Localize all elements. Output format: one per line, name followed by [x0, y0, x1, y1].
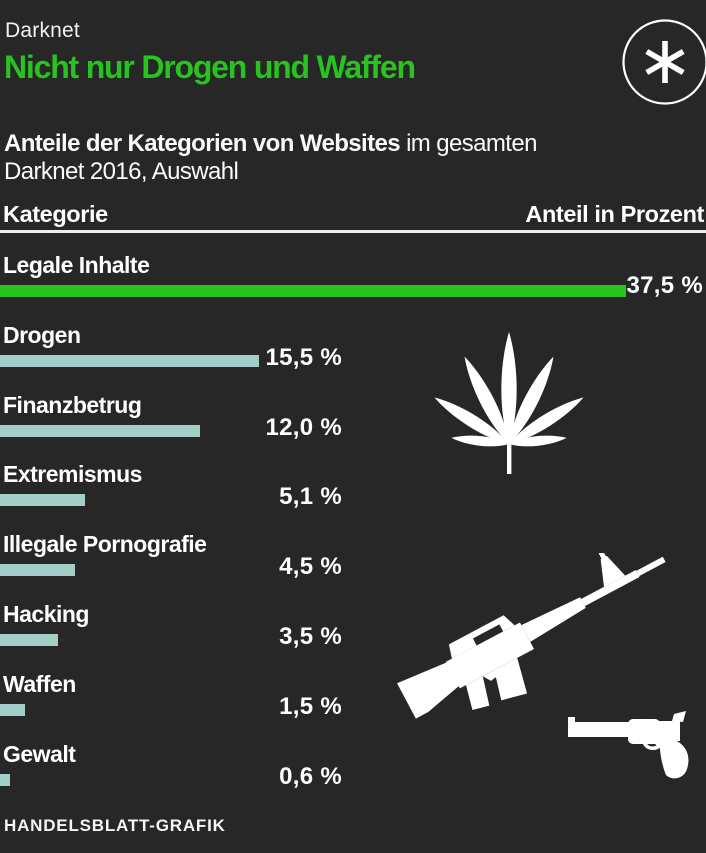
page-title: Nicht nur Drogen und Waffen: [4, 49, 416, 85]
category-label: Hacking: [3, 600, 89, 627]
bar: [0, 494, 86, 507]
value-label: 0,6 %: [279, 762, 342, 790]
category-label: Finanzbetrug: [3, 391, 142, 418]
bar: [0, 773, 10, 786]
bar: [0, 633, 59, 646]
subtitle-rest: im gesamten: [400, 130, 537, 157]
subtitle-line2: Darknet 2016, Auswahl: [4, 158, 239, 185]
bar: [0, 424, 201, 437]
bar: [0, 354, 259, 367]
value-label: 37,5 %: [626, 272, 703, 299]
category-label: Legale Inhalte: [3, 252, 150, 278]
chart-row: Waffen 1,5 %: [0, 667, 706, 737]
category-label: Drogen: [3, 321, 81, 348]
chart-row: Legale Inhalte 37,5 %: [0, 248, 706, 318]
bar: [0, 564, 76, 577]
value-label: 3,5 %: [279, 622, 342, 650]
column-header-category: Kategorie: [3, 201, 108, 227]
category-label: Waffen: [3, 670, 76, 697]
category-label: Illegale Pornografie: [3, 531, 207, 558]
cannabis-leaf-icon: [434, 332, 584, 474]
chart-row: Drogen 15,5 %: [0, 318, 706, 388]
bar: [0, 703, 25, 716]
bar: [0, 285, 626, 297]
assault-rifle-icon: [397, 553, 666, 719]
bar-chart: Legale Inhalte 37,5 % Drogen 15,5 % Fina…: [0, 248, 706, 806]
value-label: 15,5 %: [265, 343, 342, 371]
category-label: Extremismus: [3, 461, 142, 488]
chart-row: Hacking 3,5 %: [0, 597, 706, 667]
chart-row: Gewalt 0,6 %: [0, 737, 706, 807]
column-header-share: Anteil in Prozent: [525, 201, 704, 227]
kicker: Darknet: [5, 19, 80, 42]
value-label: 12,0 %: [265, 413, 342, 441]
chart-row: Finanzbetrug 12,0 %: [0, 388, 706, 458]
revolver-icon: [568, 711, 689, 779]
asterisk-icon: [622, 19, 706, 105]
category-label: Gewalt: [3, 740, 76, 767]
chart-subtitle: Anteile der Kategorien von Websites im g…: [4, 130, 537, 186]
table-header: Kategorie Anteil in Prozent: [0, 201, 706, 227]
header-divider: [0, 230, 706, 233]
value-label: 5,1 %: [279, 483, 342, 511]
value-label: 1,5 %: [279, 692, 342, 720]
source-credit: HANDELSBLATT-GRAFIK: [4, 816, 226, 835]
chart-row: Illegale Pornografie 4,5 %: [0, 527, 706, 597]
value-label: 4,5 %: [279, 553, 342, 581]
subtitle-bold: Anteile der Kategorien von Websites: [4, 130, 401, 157]
chart-row: Extremismus 5,1 %: [0, 457, 706, 527]
